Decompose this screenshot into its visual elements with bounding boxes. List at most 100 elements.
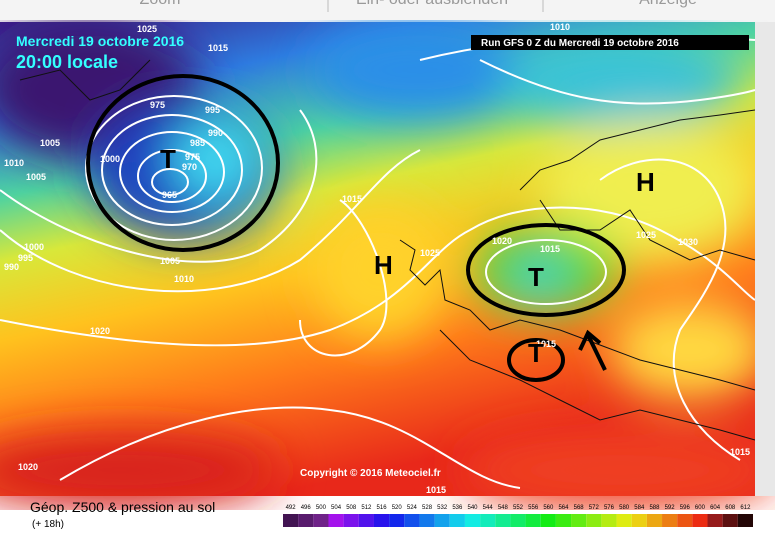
scale-label: 516 [377,505,388,511]
pressure-label: 1015 [536,339,556,349]
scale-label: 568 [574,505,585,511]
pressure-label: 1015 [208,43,228,53]
coastlines [19,59,756,441]
scale-label: 492 [286,505,297,511]
pressure-label: 1005 [40,138,60,148]
scale-swatch [601,514,617,527]
scale-swatch [373,514,390,527]
scale-swatch [404,514,420,527]
scale-swatch [480,514,496,527]
scale-swatch [571,514,587,527]
pressure-centers: T H T H T [160,144,655,368]
isobars [0,35,756,489]
pressure-label: 1015 [540,244,560,254]
scale-swatch [313,514,329,527]
scale-swatch [692,514,708,527]
scale-label: 560 [543,505,554,511]
scale-swatch [707,514,723,527]
toolbar-item[interactable]: Ein- oder ausblenden [356,0,508,8]
scale-swatch [298,514,314,527]
pressure-label: 1020 [492,236,512,246]
pressure-label: 1000 [100,154,120,164]
scale-label: 532 [437,505,448,511]
pressure-label: 1010 [4,158,24,168]
pressure-label: 990 [208,128,223,138]
scale-label: 548 [498,505,509,511]
scale-swatch [646,514,663,527]
pressure-label: 1015 [730,447,750,457]
pressure-label: 965 [162,190,177,200]
scale-label: 512 [361,505,372,511]
pressure-center: T [528,262,544,292]
scale-label: 556 [528,505,539,511]
scale-swatch [525,514,541,527]
pressure-label: 1025 [420,248,440,258]
map-date: Mercredi 19 octobre 2016 [16,33,184,49]
toolbar [0,0,775,22]
copyright: Copyright © 2016 Meteociel.fr [300,468,441,479]
scale-swatch [677,514,693,527]
pressure-label: 1025 [636,230,656,240]
scale-swatch [631,514,647,527]
scale-label: 612 [740,505,751,511]
pressure-label: 1015 [426,485,446,495]
pressure-label: 970 [182,162,197,172]
scale-label: 572 [589,505,600,511]
pressure-label: 995 [205,105,220,115]
scrollbar[interactable] [755,22,775,496]
run-box [471,35,749,50]
map-time: 20:00 locale [16,52,118,72]
scale-swatch [510,514,526,527]
scale-label: 540 [468,505,479,511]
pressure-label: 1005 [160,256,180,266]
scale-swatch [495,514,511,527]
run-label: Run GFS 0 Z du Mercredi 19 octobre 2016 [481,38,679,49]
product-title: Géop. Z500 & pression au sol [30,499,215,515]
scale-label: 608 [725,505,736,511]
scale-label: 536 [452,505,463,511]
scale-label: 588 [649,505,660,511]
scale-label: 504 [331,505,342,511]
pressure-center: H [374,250,393,280]
color-scale: 492 496 500 504 508 512 516 520 524 528 532 536 540 5… [283,505,753,527]
scale-label: 596 [680,505,691,511]
pressure-label: 985 [190,138,205,148]
scale-label: 576 [604,505,615,511]
scale-label: 604 [710,505,721,511]
pressure-label: 990 [4,262,19,272]
scale-swatch [434,514,450,527]
pressure-label: 1030 [678,237,698,247]
scale-label: 508 [346,505,357,511]
pressure-label: 975 [150,100,165,110]
pressure-label: 975 [185,152,200,162]
toolbar-item[interactable]: Anzeige [639,0,697,8]
pressure-label: 1010 [174,274,194,284]
scale-label: 584 [634,505,645,511]
scale-swatch [449,514,465,527]
pressure-label: 1010 [550,22,570,32]
scale-label: 580 [619,505,630,511]
pressure-center: T [160,144,176,174]
pressure-label: 1020 [18,462,38,472]
toolbar-item[interactable]: Zoom [140,0,181,8]
forecast-step: (+ 18h) [32,519,64,530]
pressure-label: 1015 [342,194,362,204]
scale-label: 524 [407,505,418,511]
scale-swatch [343,514,359,527]
pressure-label: 1025 [137,24,157,34]
annotations [86,74,626,382]
scale-swatch [662,514,678,527]
scale-label: 520 [392,505,403,511]
scale-swatch [419,514,435,527]
scale-label: 544 [483,505,494,511]
scale-label: 500 [316,505,327,511]
scale-swatch [328,514,344,527]
scale-swatch [737,514,753,527]
scale-swatch [389,514,405,527]
scale-swatch [586,514,602,527]
pressure-label: 1020 [90,326,110,336]
scale-label: 592 [665,505,676,511]
